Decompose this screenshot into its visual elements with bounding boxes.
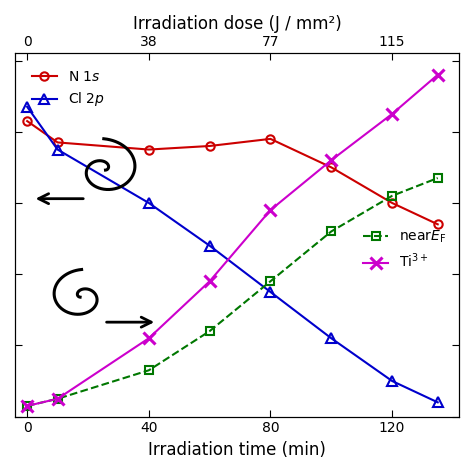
X-axis label: Irradiation time (min): Irradiation time (min) — [148, 441, 326, 459]
X-axis label: Irradiation dose (J / mm²): Irradiation dose (J / mm²) — [133, 15, 341, 33]
Legend: near$E_\mathrm{F}$, Ti$^{3+}$: near$E_\mathrm{F}$, Ti$^{3+}$ — [357, 223, 452, 276]
